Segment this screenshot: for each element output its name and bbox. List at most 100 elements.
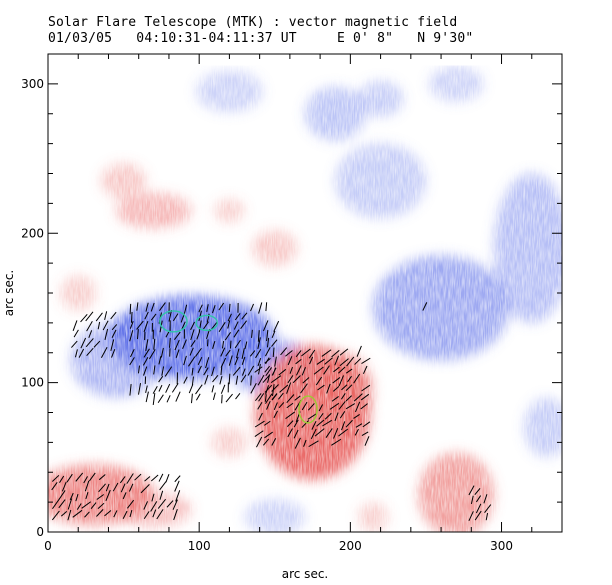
- field-vector: [220, 347, 226, 357]
- field-vector: [72, 509, 83, 518]
- field-vector: [255, 393, 262, 402]
- field-vector: [266, 330, 269, 342]
- field-vector: [228, 303, 231, 313]
- field-vector: [145, 302, 149, 312]
- field-vector: [316, 358, 325, 365]
- field-vector: [165, 474, 170, 483]
- field-vector: [338, 428, 349, 437]
- field-vector: [173, 509, 178, 521]
- positive-polarity-region: [312, 352, 374, 428]
- x-tick-label: 300: [490, 539, 513, 553]
- positive-polarity-region: [100, 163, 147, 199]
- field-vector: [234, 313, 241, 321]
- field-vector: [264, 394, 267, 402]
- field-vector: [152, 509, 157, 518]
- field-vector: [345, 403, 356, 410]
- field-vector: [294, 395, 301, 401]
- field-vector: [256, 436, 263, 448]
- field-vector: [218, 321, 226, 333]
- field-vector: [241, 368, 246, 376]
- field-vector: [143, 501, 149, 510]
- field-vector: [264, 347, 271, 357]
- field-vector: [66, 473, 73, 483]
- field-vector: [254, 366, 263, 373]
- field-vector: [105, 489, 111, 502]
- positive-polarity-region: [252, 230, 298, 267]
- field-vector: [134, 473, 142, 481]
- field-vector: [144, 476, 151, 482]
- field-vector: [353, 373, 361, 384]
- field-vector: [228, 355, 233, 366]
- negative-polarity-region: [335, 143, 426, 219]
- field-vector: [475, 503, 482, 514]
- field-vector: [225, 349, 231, 357]
- field-vector: [110, 339, 115, 352]
- field-vector: [355, 423, 363, 428]
- field-vector: [361, 384, 371, 392]
- field-vector: [483, 494, 488, 504]
- field-vector: [129, 303, 132, 315]
- field-vector: [158, 375, 164, 383]
- field-vector: [111, 324, 118, 331]
- negative-polarity-region: [524, 397, 562, 458]
- field-vector: [309, 356, 314, 365]
- field-vector: [145, 385, 148, 393]
- field-vector: [339, 411, 346, 419]
- field-vector: [158, 384, 163, 392]
- field-vector: [75, 472, 84, 482]
- field-vector: [152, 385, 158, 394]
- field-vector: [271, 330, 276, 338]
- field-vector: [150, 474, 159, 482]
- field-vector: [175, 490, 181, 502]
- field-vector: [168, 310, 173, 322]
- field-vector: [198, 310, 202, 322]
- field-vector: [136, 320, 144, 330]
- field-vector: [95, 312, 103, 322]
- field-vector: [145, 391, 149, 403]
- negative-polarity-region: [493, 173, 562, 323]
- field-vector: [129, 384, 132, 396]
- field-vector: [329, 402, 340, 410]
- field-vector: [232, 366, 241, 376]
- field-vector: [93, 340, 101, 348]
- field-vector: [182, 339, 187, 350]
- field-vector: [422, 302, 428, 311]
- field-vector: [150, 501, 158, 512]
- field-vector: [235, 393, 241, 400]
- field-vector: [104, 328, 109, 341]
- field-vector: [356, 345, 362, 357]
- field-vector: [354, 428, 359, 436]
- field-vector: [257, 374, 265, 386]
- field-vector: [190, 340, 196, 348]
- field-vector: [274, 356, 277, 367]
- field-vector: [110, 311, 117, 320]
- field-vector: [250, 303, 255, 312]
- field-vector: [159, 490, 164, 500]
- field-vector: [74, 349, 78, 358]
- negative-polarity-region: [196, 70, 263, 113]
- field-vector: [198, 304, 203, 313]
- field-vector: [292, 375, 301, 384]
- field-vector: [183, 355, 187, 366]
- field-vector: [140, 484, 150, 494]
- field-vector: [119, 476, 126, 484]
- field-vector: [86, 321, 93, 332]
- plot-axes: 0 100 200 300 0 100 200 300: [21, 53, 563, 553]
- field-vector: [271, 384, 279, 392]
- field-vector: [258, 412, 263, 421]
- field-vector: [244, 341, 248, 349]
- field-vector: [196, 331, 201, 340]
- field-vector: [205, 357, 210, 369]
- field-vector: [265, 302, 268, 312]
- field-vector: [286, 382, 292, 394]
- field-vector: [71, 340, 78, 348]
- field-vector: [129, 330, 134, 342]
- field-vector: [211, 385, 215, 393]
- field-vector: [247, 365, 255, 376]
- field-vector: [264, 420, 271, 426]
- field-vector: [468, 485, 475, 496]
- field-vector: [58, 499, 66, 509]
- field-vector: [98, 483, 106, 493]
- field-vector: [204, 374, 209, 385]
